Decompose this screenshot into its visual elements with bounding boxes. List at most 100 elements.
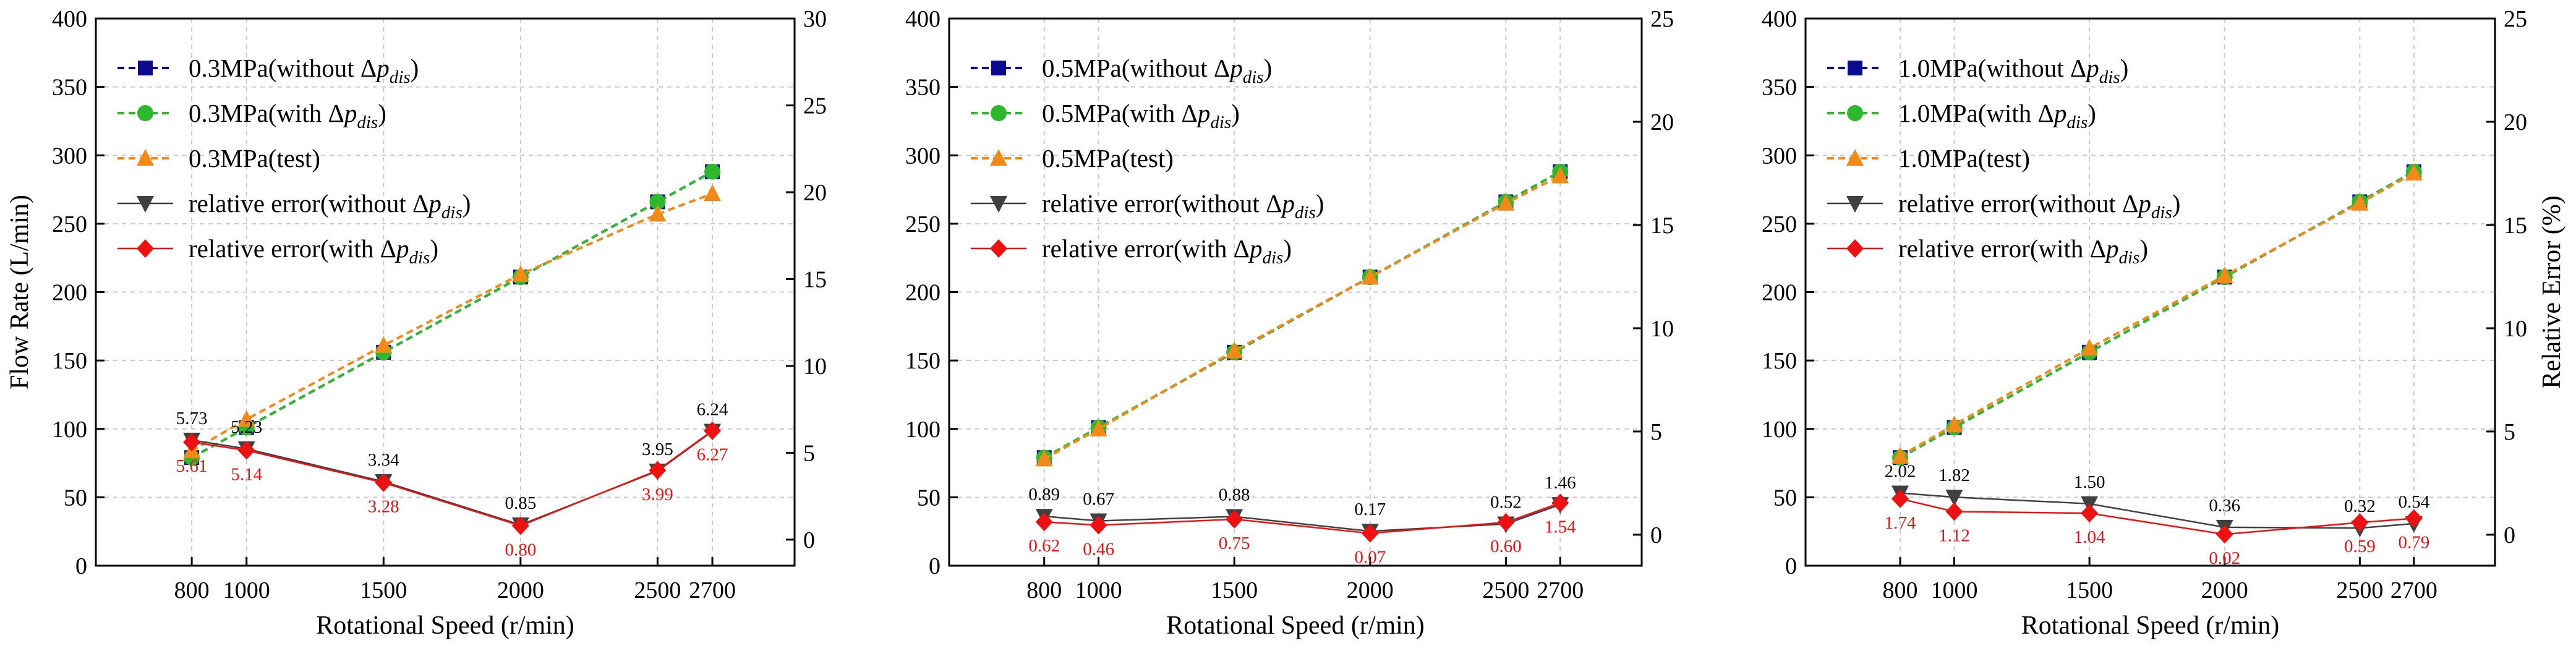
- legend-subscript: dis: [1210, 113, 1231, 132]
- legend-subscript: dis: [390, 67, 411, 87]
- data-point: [1226, 341, 1243, 359]
- data-point: [237, 441, 255, 460]
- data-label: 0.67: [1083, 490, 1114, 509]
- legend-text: relative error(with: [1898, 234, 2090, 263]
- data-label: 0.02: [2209, 548, 2240, 568]
- data-point: [1090, 419, 1107, 436]
- y2-axis-title: Relative Error (%): [2538, 195, 2566, 389]
- x-axis-title: Rotational Speed (r/min): [2021, 611, 2280, 640]
- y-tick-label: 350: [905, 75, 940, 101]
- y-tick-label: 400: [905, 6, 940, 32]
- data-label: 1.74: [1885, 513, 1916, 533]
- panel-0.3mpa: 0 50 100 150 200 250 300 350 400 0 5 10 15 20 25 30 800 1…: [6, 6, 827, 640]
- legend-var: p: [427, 189, 441, 218]
- y-tick-label: 50: [1773, 485, 1797, 511]
- legend-var: p: [1280, 189, 1295, 218]
- data-label: 3.95: [642, 440, 673, 459]
- data-label: 3.99: [642, 485, 673, 504]
- x-tick-label: 2500: [2336, 577, 2383, 603]
- legend-marker: [990, 196, 1007, 213]
- y-tick-label: 150: [1762, 348, 1797, 374]
- legend-text-end: ): [2088, 99, 2096, 127]
- legend-symbol: Δ: [328, 99, 344, 127]
- y-tick-label: 250: [52, 211, 87, 237]
- data-point: [2405, 164, 2423, 181]
- y-tick-label: 300: [905, 143, 940, 169]
- series-line: [191, 192, 713, 452]
- y2-tick-label: 30: [803, 6, 827, 32]
- series-5: 0.62 0.46 0.75 0.07 0.60 1.54: [1028, 493, 1576, 568]
- legend-text: relative error(without: [189, 189, 412, 218]
- legend-text: 1.0MPa(without: [1898, 54, 2070, 82]
- data-point: [1497, 194, 1515, 211]
- legend-text-end: ): [2120, 54, 2129, 82]
- y-tick-label: 50: [64, 485, 87, 511]
- y-tick-label: 300: [52, 143, 87, 169]
- data-label: 0.80: [505, 540, 536, 560]
- legend-marker: [1847, 105, 1863, 121]
- legend-entry-label: 0.3MPa(without Δpdis): [189, 54, 419, 87]
- legend-var: p: [1196, 99, 1211, 127]
- legend-text: 1.0MPa(with: [1898, 99, 2038, 127]
- series-line: [1044, 502, 1561, 534]
- legend-marker: [137, 149, 154, 166]
- legend-text-end: ): [2172, 189, 2181, 218]
- x-tick-label: 800: [1883, 577, 1918, 603]
- y2-tick-label: 25: [2504, 6, 2527, 32]
- series-5: 5.61 5.14 3.28 0.80 3.99 6.27: [176, 421, 728, 560]
- x-tick-label: 2500: [1482, 577, 1529, 603]
- legend-entry-label: relative error(with Δpdis): [1042, 234, 1292, 268]
- data-label: 6.27: [697, 445, 728, 465]
- y2-tick-label: 0: [2504, 522, 2515, 548]
- y2-tick-label: 20: [2504, 109, 2527, 135]
- data-label: 1.82: [1938, 466, 1970, 485]
- data-label: 5.14: [231, 464, 262, 484]
- legend-text: 1.0MPa(test): [1898, 144, 2030, 172]
- data-point: [1090, 516, 1107, 535]
- x-tick-label: 2000: [2201, 577, 2248, 603]
- y-tick-label: 350: [1762, 75, 1797, 101]
- data-point: [1035, 513, 1053, 532]
- y-tick-label: 200: [905, 280, 940, 306]
- legend-marker: [991, 105, 1007, 121]
- legend-entry-label: 0.3MPa(with Δpdis): [189, 99, 386, 132]
- y-tick-label: 350: [52, 75, 87, 101]
- data-point: [2081, 504, 2099, 523]
- legend-subscript: dis: [2119, 248, 2140, 268]
- legend-subscript: dis: [441, 203, 463, 223]
- legend-text: relative error(without: [1042, 189, 1266, 218]
- legend-text: 0.5MPa(test): [1042, 144, 1174, 172]
- legend-subscript: dis: [1243, 67, 1264, 87]
- data-point: [2081, 339, 2099, 356]
- legend-entry-label: relative error(with Δpdis): [1898, 234, 2148, 268]
- legend-text-end: ): [411, 54, 419, 82]
- panel-0.5mpa: 0 50 100 150 200 250 300 350 400 0 5 10 15 20 25 800 100…: [905, 6, 1674, 640]
- data-point: [237, 410, 255, 427]
- data-point: [704, 184, 722, 202]
- x-tick-label: 1000: [1075, 577, 1122, 603]
- legend-var: p: [2052, 99, 2067, 127]
- data-label: 3.28: [368, 497, 399, 517]
- data-label: 0.79: [2398, 533, 2429, 553]
- legend: 0.3MPa(without Δpdis)0.3MPa(with Δpdis)0…: [117, 54, 471, 268]
- data-label: 0.17: [1354, 500, 1386, 519]
- data-point: [1945, 415, 1963, 433]
- legend: 0.5MPa(without Δpdis)0.5MPa(with Δpdis)0…: [971, 54, 1324, 268]
- legend-marker: [137, 196, 154, 213]
- y-tick-label: 50: [917, 485, 940, 511]
- legend-text: relative error(without: [1898, 189, 2122, 218]
- legend-subscript: dis: [2151, 203, 2172, 223]
- legend-entry-label: 0.5MPa(test): [1042, 144, 1174, 172]
- data-label: 2.02: [1885, 461, 1916, 481]
- legend-symbol: Δ: [2070, 54, 2086, 82]
- data-point: [704, 163, 721, 180]
- data-label: 1.46: [1545, 473, 1576, 493]
- data-point: [2216, 525, 2233, 544]
- legend-var: p: [1248, 234, 1263, 263]
- legend-entry-label: 0.5MPa(with Δpdis): [1042, 99, 1240, 132]
- y2-tick-label: 20: [803, 180, 827, 206]
- data-point: [511, 265, 529, 282]
- legend-subscript: dis: [2099, 67, 2120, 87]
- data-point: [1945, 490, 1963, 507]
